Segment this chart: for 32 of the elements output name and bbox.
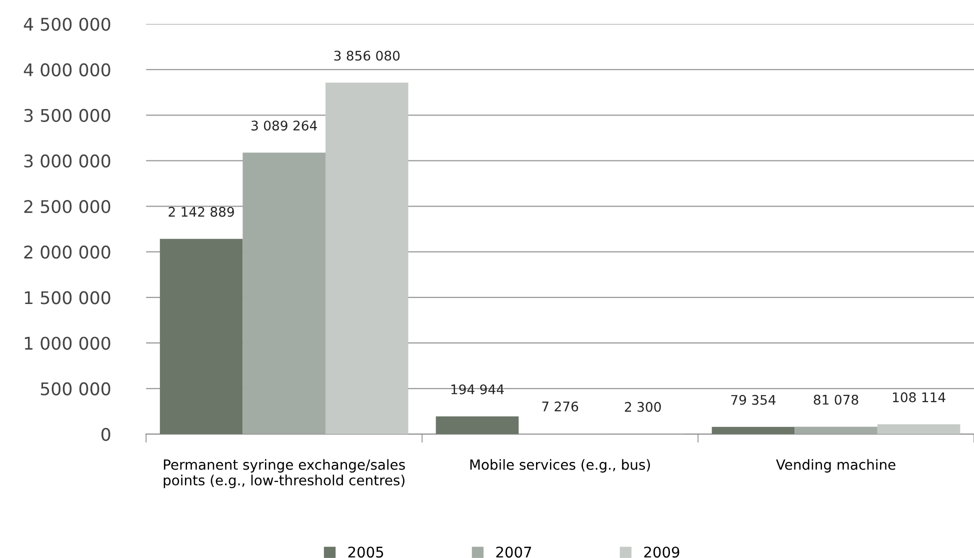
x-tick-label: Vending machine: [776, 459, 896, 473]
data-label: 194 944: [451, 384, 504, 394]
legend-label: 2005: [348, 546, 384, 558]
y-tick-label: 2 500 000: [24, 200, 110, 214]
bar: [325, 82, 408, 434]
y-tick-label: 2 000 000: [24, 246, 110, 259]
y-tick-label: 0: [101, 428, 110, 441]
x-tick-label: Mobile services (e.g., bus): [470, 459, 650, 473]
y-tick-label: 500 000: [40, 382, 110, 396]
legend-label: 2009: [644, 546, 680, 558]
data-label: 3 856 080: [334, 50, 400, 61]
data-label: 108 114: [892, 392, 946, 402]
bar: [712, 426, 795, 434]
legend-label: 2007: [496, 546, 532, 558]
x-tick-label: Permanent syringe exchange/sales points (e.g., low-threshold centres): [164, 459, 405, 488]
data-label: 3 089 264: [252, 120, 317, 131]
data-label: 81 078: [814, 394, 858, 405]
data-label: 2 142 889: [168, 206, 234, 217]
data-label: 7 276: [542, 401, 578, 412]
y-tick-label: 1 500 000: [24, 291, 110, 304]
y-tick-label: 3 500 000: [24, 108, 110, 122]
data-label: 79 354: [731, 394, 776, 405]
bar: [242, 152, 326, 434]
bar: [160, 238, 243, 434]
y-tick-label: 4 000 000: [24, 63, 110, 76]
y-tick-label: 1 000 000: [24, 336, 110, 350]
y-tick-label: 4 500 000: [24, 18, 110, 31]
bar: [877, 424, 960, 434]
y-tick-label: 3 000 000: [24, 154, 110, 168]
data-label: 2 300: [624, 402, 661, 412]
bar: [436, 416, 519, 434]
bar: [794, 426, 878, 434]
